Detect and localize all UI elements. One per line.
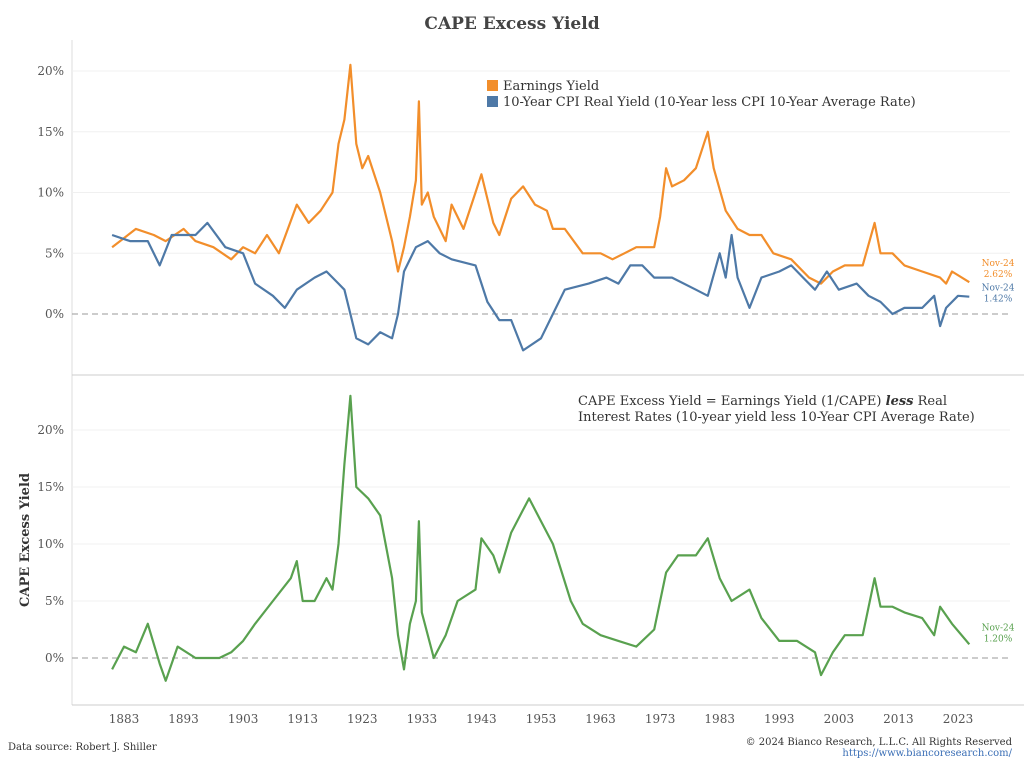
annotation-emphasis: less <box>886 394 915 409</box>
website-link[interactable]: https://www.biancoresearch.com/ <box>842 748 1012 759</box>
chart-title: CAPE Excess Yield <box>424 14 600 34</box>
legend-label: 10-Year CPI Real Yield (10-Year less CPI… <box>503 95 916 110</box>
y-axis-title: CAPE Excess Yield <box>18 473 33 607</box>
x-tick-label: 2013 <box>883 712 914 726</box>
x-tick-label: 1993 <box>764 712 795 726</box>
y-tick-label: 15% <box>37 480 64 494</box>
y-tick-label: 0% <box>45 307 64 321</box>
end-value: 1.42% <box>984 295 1013 305</box>
x-tick-label: 1913 <box>287 712 318 726</box>
x-tick-label: 1963 <box>585 712 616 726</box>
end-label: Nov-24 <box>982 284 1015 294</box>
x-tick-label: 1953 <box>526 712 557 726</box>
y-tick-label: 15% <box>37 125 64 139</box>
end-label: Nov-24 <box>982 259 1015 269</box>
x-tick-label: 1983 <box>704 712 735 726</box>
x-tick-label: 1903 <box>228 712 259 726</box>
copyright: © 2024 Bianco Research, L.L.C. All Right… <box>745 737 1012 748</box>
copyright-block: © 2024 Bianco Research, L.L.C. All Right… <box>746 737 1012 759</box>
x-tick-label: 1893 <box>168 712 199 726</box>
annotation-part: CAPE Excess Yield = Earnings Yield (1/CA… <box>578 394 886 409</box>
series-line <box>111 63 970 285</box>
x-tick-label: 2003 <box>824 712 855 726</box>
x-tick-label: 1943 <box>466 712 497 726</box>
y-tick-label: 10% <box>37 186 64 200</box>
series-line <box>111 394 971 682</box>
y-tick-label: 20% <box>37 64 64 78</box>
x-tick-label: 1973 <box>645 712 676 726</box>
y-tick-label: 10% <box>37 537 64 551</box>
x-tick-label: 2023 <box>943 712 974 726</box>
x-tick-label: 1923 <box>347 712 378 726</box>
annotation-line-2: Interest Rates (10-year yield less 10-Ye… <box>578 410 975 425</box>
y-tick-label: 0% <box>45 651 64 665</box>
x-tick-label: 1933 <box>407 712 438 726</box>
end-value: 2.62% <box>984 270 1013 280</box>
end-value: 1.20% <box>984 634 1013 644</box>
y-tick-label: 5% <box>45 246 64 260</box>
data-source: Data source: Robert J. Shiller <box>8 742 157 753</box>
x-tick-label: 1883 <box>109 712 140 726</box>
end-label: Nov-24 <box>982 623 1015 633</box>
y-tick-label: 20% <box>37 423 64 437</box>
legend-swatch <box>487 80 498 91</box>
annotation: CAPE Excess Yield = Earnings Yield (1/CA… <box>578 394 947 409</box>
legend-swatch <box>487 96 498 107</box>
series-line <box>111 221 970 352</box>
annotation-part: Real <box>913 394 947 409</box>
legend-label: Earnings Yield <box>503 79 599 94</box>
y-tick-label: 5% <box>45 594 64 608</box>
